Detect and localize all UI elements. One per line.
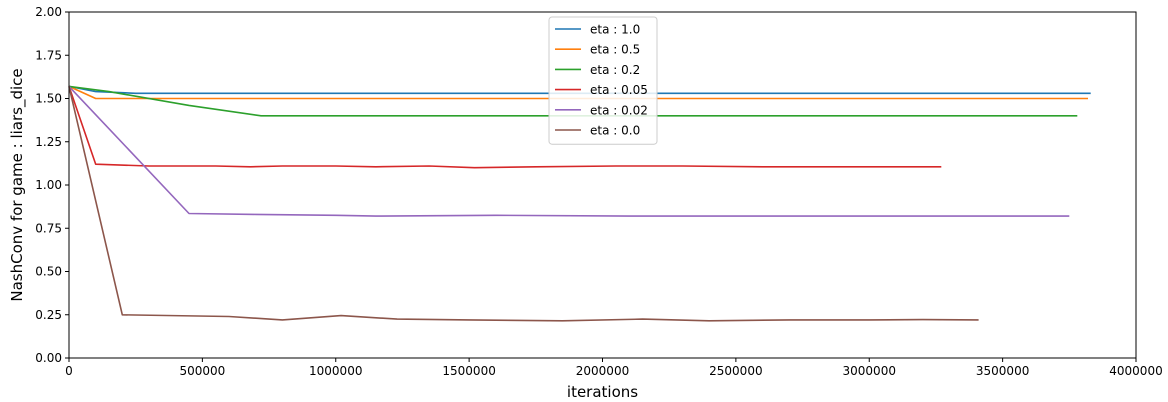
y-tick-label: 2.00 bbox=[35, 5, 62, 19]
ticks-layer: 0 500000 1000000 1500000 2000000 2500000 30000… bbox=[35, 5, 1162, 378]
x-tick-label: 2000000 bbox=[576, 364, 629, 378]
y-tick-label: 1.75 bbox=[35, 48, 62, 62]
legend-label: eta : 0.5 bbox=[590, 43, 640, 57]
series-line-5 bbox=[68, 86, 979, 322]
legend-label: eta : 0.02 bbox=[590, 103, 648, 117]
series-layer bbox=[68, 85, 1091, 322]
y-tick-label: 1.50 bbox=[35, 92, 62, 106]
legend-label: eta : 0.0 bbox=[590, 124, 640, 138]
series-line-2 bbox=[68, 85, 1078, 117]
y-tick-label: 1.00 bbox=[35, 178, 62, 192]
x-tick-label: 1000000 bbox=[309, 364, 362, 378]
x-tick-label: 3500000 bbox=[976, 364, 1029, 378]
legend-label: eta : 0.05 bbox=[590, 83, 648, 97]
series-line-0 bbox=[68, 85, 1091, 95]
legend-label: eta : 0.2 bbox=[590, 63, 640, 77]
legend: eta : 1.0 eta : 0.5 eta : 0.2 eta : 0.05 eta… bbox=[548, 16, 658, 145]
plot-frame bbox=[68, 11, 1137, 359]
y-tick-label: 0.25 bbox=[35, 308, 62, 322]
y-tick-label: 1.25 bbox=[35, 135, 62, 149]
y-tick-label: 0.00 bbox=[35, 351, 62, 365]
x-tick-label: 1500000 bbox=[442, 364, 495, 378]
legend-label: eta : 1.0 bbox=[590, 23, 640, 37]
x-tick-label: 500000 bbox=[179, 364, 225, 378]
x-tick-label: 2500000 bbox=[709, 364, 762, 378]
x-tick-label: 0 bbox=[65, 364, 73, 378]
y-axis-title: NashConv for game : liars_dice bbox=[8, 68, 27, 301]
x-tick-label: 4000000 bbox=[1109, 364, 1162, 378]
y-tick-label: 0.50 bbox=[35, 265, 62, 279]
series-line-3 bbox=[68, 86, 942, 169]
x-axis-title: iterations bbox=[567, 383, 638, 401]
x-tick-label: 3000000 bbox=[843, 364, 896, 378]
series-line-4 bbox=[68, 85, 1070, 217]
y-tick-label: 0.75 bbox=[35, 221, 62, 235]
